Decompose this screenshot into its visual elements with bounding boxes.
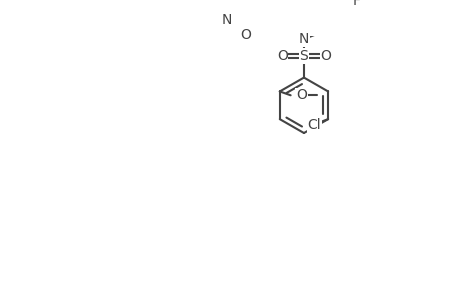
Text: F: F <box>352 0 360 8</box>
Text: S: S <box>299 49 308 63</box>
Text: N: N <box>222 13 232 27</box>
Text: O: O <box>319 49 330 63</box>
Text: Cl: Cl <box>307 118 320 132</box>
Text: O: O <box>240 28 251 42</box>
Text: O: O <box>276 49 287 63</box>
Text: N: N <box>298 32 308 46</box>
Text: O: O <box>296 88 306 102</box>
